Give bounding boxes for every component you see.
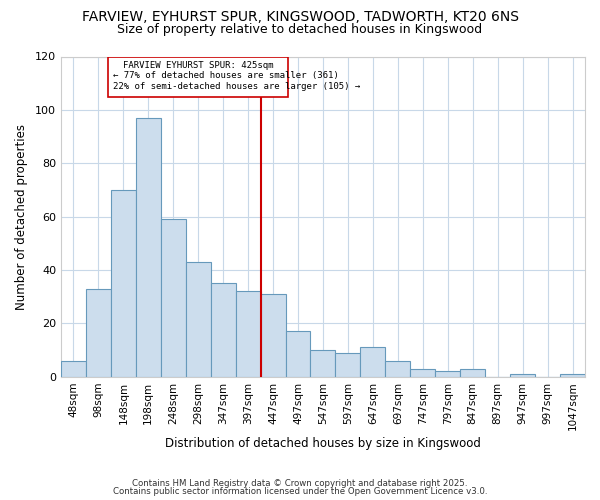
Bar [310, 350, 335, 376]
Bar [286, 331, 310, 376]
Y-axis label: Number of detached properties: Number of detached properties [15, 124, 28, 310]
Bar [361, 347, 385, 376]
Bar [211, 283, 236, 376]
Text: Size of property relative to detached houses in Kingswood: Size of property relative to detached ho… [118, 22, 482, 36]
Bar [435, 371, 460, 376]
Bar [161, 219, 186, 376]
Text: ← 77% of detached houses are smaller (361): ← 77% of detached houses are smaller (36… [113, 71, 339, 80]
X-axis label: Distribution of detached houses by size in Kingswood: Distribution of detached houses by size … [165, 437, 481, 450]
Text: Contains HM Land Registry data © Crown copyright and database right 2025.: Contains HM Land Registry data © Crown c… [132, 478, 468, 488]
Text: Contains public sector information licensed under the Open Government Licence v3: Contains public sector information licen… [113, 487, 487, 496]
Bar [109, 56, 288, 96]
Bar [186, 262, 211, 376]
Bar [560, 374, 585, 376]
Bar [260, 294, 286, 376]
Bar [86, 288, 111, 376]
Text: 22% of semi-detached houses are larger (105) →: 22% of semi-detached houses are larger (… [113, 82, 361, 91]
Bar [111, 190, 136, 376]
Bar [136, 118, 161, 376]
Bar [236, 291, 260, 376]
Bar [61, 360, 86, 376]
Text: FARVIEW EYHURST SPUR: 425sqm: FARVIEW EYHURST SPUR: 425sqm [123, 60, 274, 70]
Bar [410, 368, 435, 376]
Bar [510, 374, 535, 376]
Bar [335, 352, 361, 376]
Bar [385, 360, 410, 376]
Bar [460, 368, 485, 376]
Text: FARVIEW, EYHURST SPUR, KINGSWOOD, TADWORTH, KT20 6NS: FARVIEW, EYHURST SPUR, KINGSWOOD, TADWOR… [82, 10, 518, 24]
